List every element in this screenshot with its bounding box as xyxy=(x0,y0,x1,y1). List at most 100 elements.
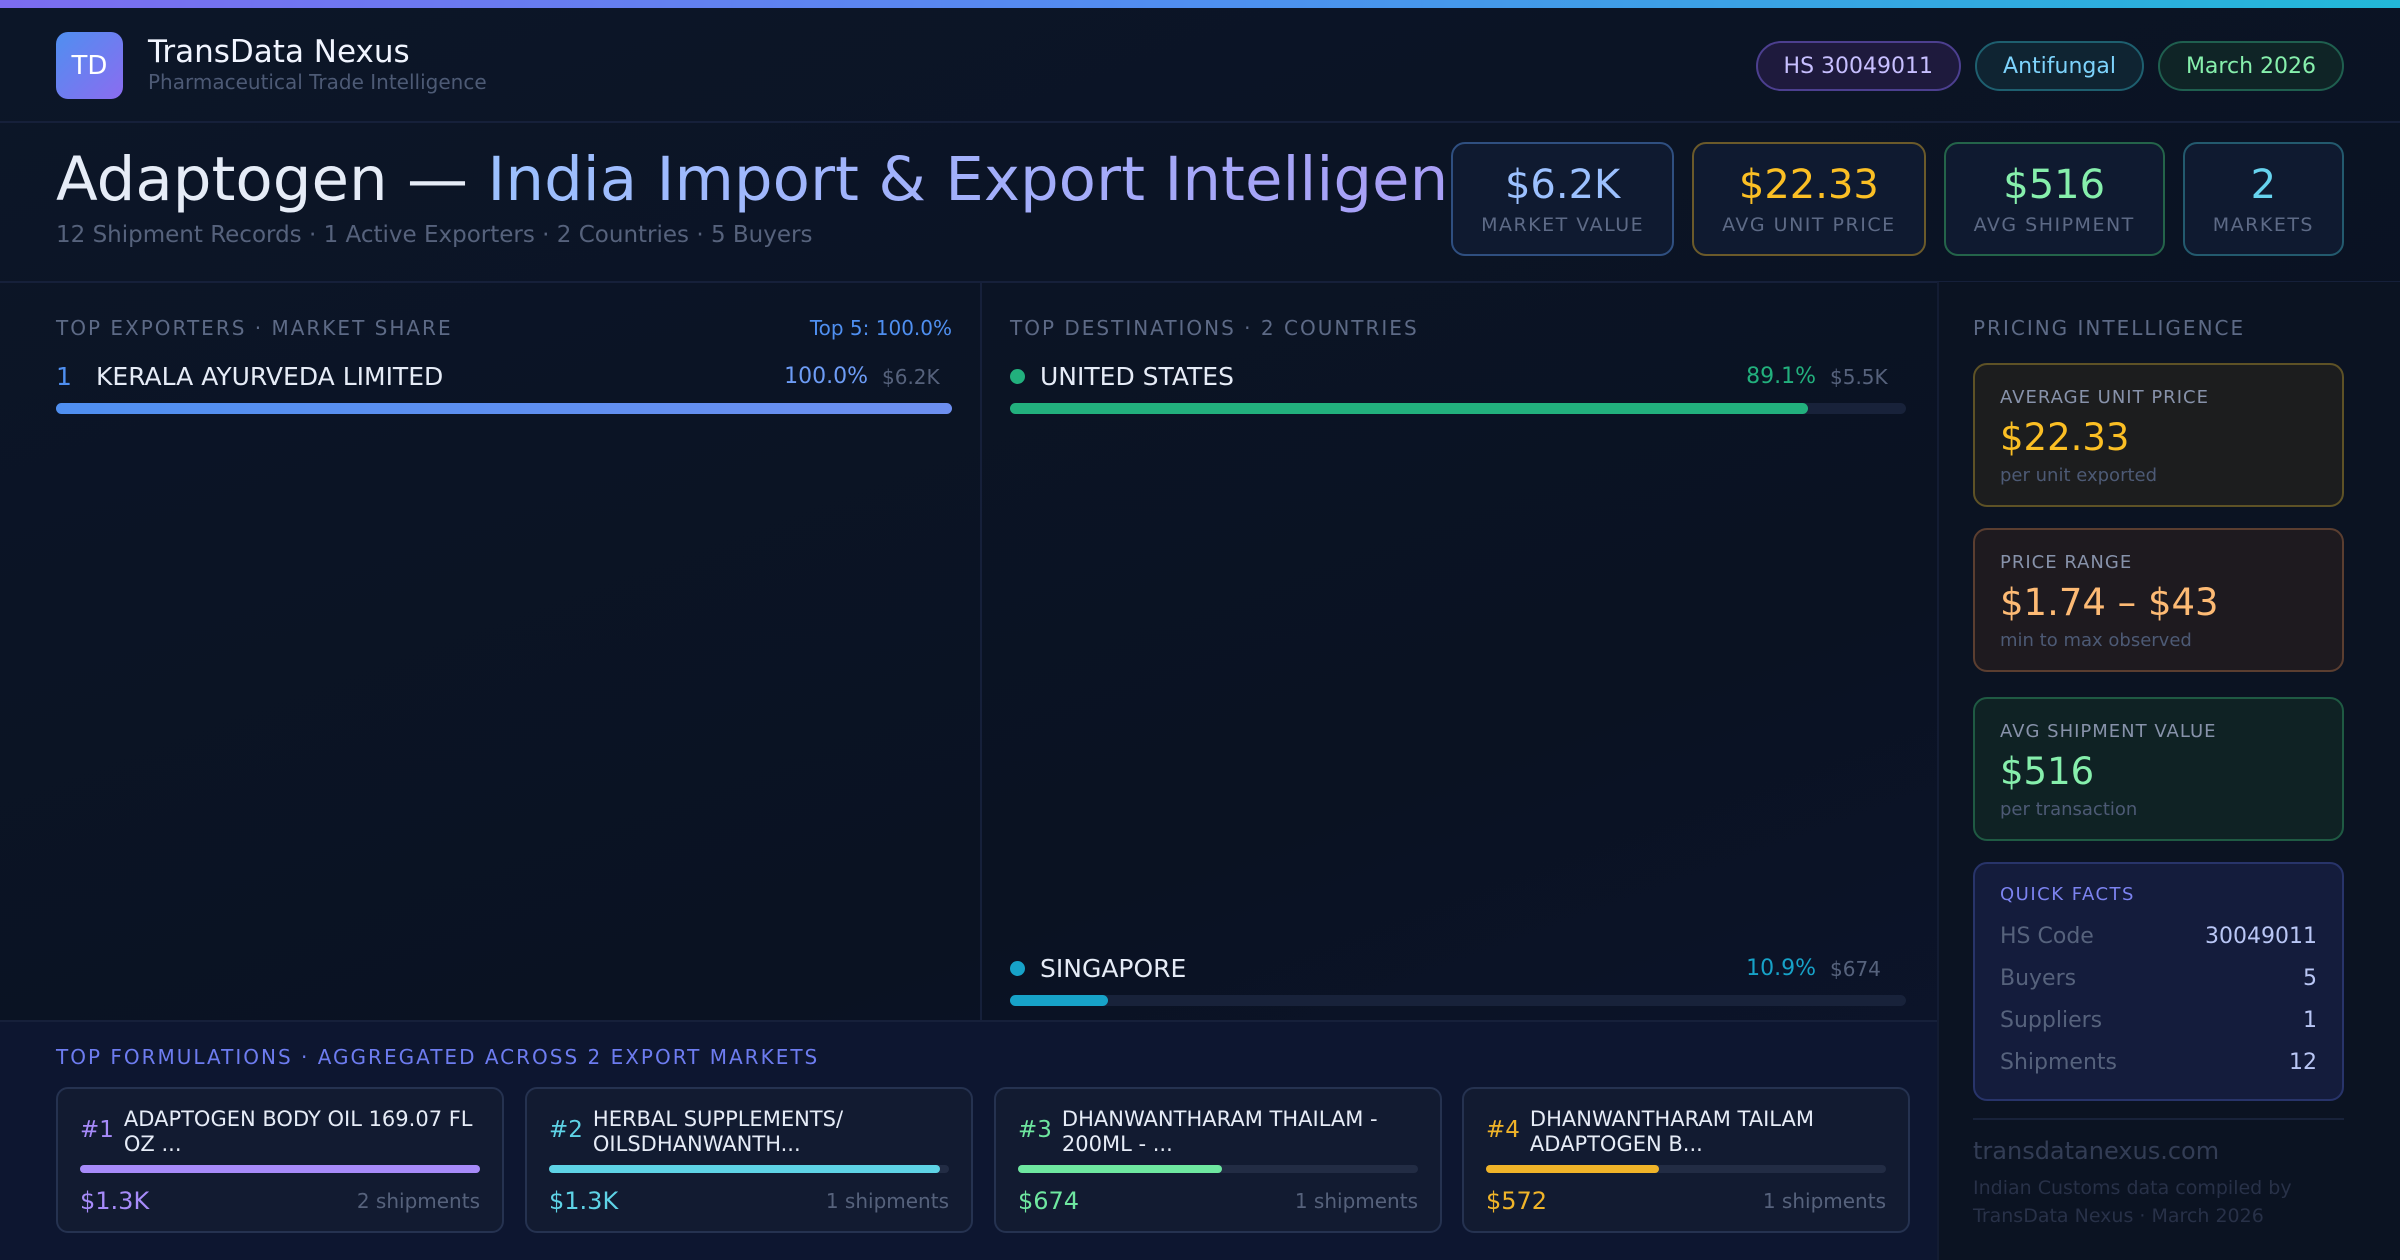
fact-row: Suppliers 1 xyxy=(2000,999,2317,1041)
fact-row: Buyers 5 xyxy=(2000,957,2317,999)
bar-track xyxy=(1010,403,1906,414)
share: 100.0% xyxy=(784,364,868,389)
destination-header: SINGAPORE 10.9% $674 xyxy=(1010,954,1906,983)
shipments: 1 shipments xyxy=(1294,1189,1418,1213)
divider xyxy=(1973,1118,2344,1120)
shipments: 2 shipments xyxy=(356,1189,480,1213)
kpis: $6.2K MARKET VALUE $22.33 AVG UNIT PRICE $51… xyxy=(1451,142,2344,256)
value-bar xyxy=(80,1165,480,1173)
hero-subtitle: 12 Shipment Records · 1 Active Exporters… xyxy=(56,222,813,248)
formulation-footer: $1.3K 2 shipments xyxy=(80,1187,480,1215)
share-bar xyxy=(1010,403,1809,414)
amount: $5.5K xyxy=(1830,364,1888,389)
formulation-footer: $674 1 shipments xyxy=(1018,1187,1418,1215)
formulation-card: #4 DHANWANTHARAM TAILAM ADAPTOGEN B... $57… xyxy=(1462,1087,1910,1233)
bar-track xyxy=(549,1165,949,1173)
hero-title-main: Adaptogen — xyxy=(56,144,469,215)
share-bar xyxy=(1010,995,1108,1006)
country: UNITED STATES xyxy=(1040,362,1234,391)
card-note: min to max observed xyxy=(2000,630,2192,651)
kpi-label: AVG UNIT PRICE xyxy=(1722,214,1896,236)
formulation-name: DHANWANTHARAM THAILAM - 200ML - ... xyxy=(1061,1107,1378,1156)
kpi-card: $6.2K MARKET VALUE xyxy=(1451,142,1675,256)
card-label: AVERAGE UNIT PRICE xyxy=(2000,387,2209,408)
formulation-header: #2 HERBAL SUPPLEMENTS/ OILSDHANWANTH... xyxy=(549,1107,949,1161)
section-heading: TOP EXPORTERS · MARKET SHARE xyxy=(56,316,453,340)
formulation-footer: $572 1 shipments xyxy=(1486,1187,1886,1215)
formulation-value: $1.3K xyxy=(80,1187,150,1215)
accent-bar xyxy=(0,0,2400,8)
rank: #1 xyxy=(80,1117,114,1143)
rank: #3 xyxy=(1018,1117,1052,1143)
kpi-card: 2 MARKETS xyxy=(2182,142,2344,256)
destination-row: SINGAPORE 10.9% $674 xyxy=(1010,954,1906,1006)
destination-header: UNITED STATES 89.1% $5.5K xyxy=(1010,362,1906,391)
formulation-name: DHANWANTHARAM TAILAM ADAPTOGEN B... xyxy=(1529,1107,1814,1156)
card-label: AVG SHIPMENT VALUE xyxy=(2000,721,2217,742)
section-heading: TOP FORMULATIONS · AGGREGATED ACROSS 2 E… xyxy=(56,1045,820,1069)
pill: March 2026 xyxy=(2157,41,2344,91)
formulation-header: #3 DHANWANTHARAM THAILAM - 200ML - ... xyxy=(1018,1107,1418,1161)
exporter-name: KERALA AYURVEDA LIMITED xyxy=(96,362,444,391)
rank: #4 xyxy=(1486,1117,1520,1143)
divider xyxy=(0,1020,1937,1022)
divider xyxy=(0,121,2400,123)
hero-title: Adaptogen — India Import & Export Intell… xyxy=(56,144,1519,215)
shipments: 1 shipments xyxy=(1762,1189,1886,1213)
formulation-card: #2 HERBAL SUPPLEMENTS/ OILSDHANWANTH... $1… xyxy=(525,1087,973,1233)
kpi-label: MARKETS xyxy=(2212,214,2314,236)
formulation-name: ADAPTOGEN BODY OIL 169.07 FL OZ ... xyxy=(123,1107,473,1156)
pill: HS 30049011 xyxy=(1755,41,1962,91)
destination-list: UNITED STATES 89.1% $5.5K SINGAPORE 10.9% $67… xyxy=(1010,362,1906,1006)
kpi-value: $22.33 xyxy=(1738,162,1879,208)
kpi-card: $516 AVG SHIPMENT xyxy=(1943,142,2165,256)
fact-label: Buyers xyxy=(2000,965,2077,991)
quick-facts-list: HS Code 30049011 Buyers 5 Suppliers 1 Shipment… xyxy=(2000,915,2317,1083)
brand-name: TransData Nexus xyxy=(148,34,410,70)
kpi-label: MARKET VALUE xyxy=(1481,214,1645,236)
price-card: PRICE RANGE $1.74 – $43 min to max observe… xyxy=(1973,528,2344,672)
value-bar xyxy=(549,1165,940,1173)
amount: $674 xyxy=(1830,956,1881,981)
rank: 1 xyxy=(56,362,72,391)
formulation-card: #1 ADAPTOGEN BODY OIL 169.07 FL OZ ... $1.… xyxy=(56,1087,504,1233)
bar-track xyxy=(1486,1165,1886,1173)
brand-tagline: Pharmaceutical Trade Intelligence xyxy=(148,70,487,94)
kpi-value: $6.2K xyxy=(1504,162,1621,208)
pills: HS 30049011 Antifungal March 2026 xyxy=(1755,41,2344,91)
dot xyxy=(1010,961,1025,976)
value-bar xyxy=(1486,1165,1660,1173)
price-card: AVG SHIPMENT VALUE $516 per transaction xyxy=(1973,697,2344,841)
card-value: $1.74 – $43 xyxy=(2000,581,2219,624)
divider xyxy=(980,282,982,1022)
card-value: $516 xyxy=(2000,750,2095,793)
section-heading: PRICING INTELLIGENCE xyxy=(1973,316,2246,340)
fact-value: 5 xyxy=(2303,965,2317,991)
destination-row: UNITED STATES 89.1% $5.5K xyxy=(1010,362,1906,414)
logo: TD xyxy=(56,32,123,99)
exporters-note: Top 5: 100.0% xyxy=(809,316,952,340)
share: 10.9% xyxy=(1746,956,1816,981)
formulation-footer: $1.3K 1 shipments xyxy=(549,1187,949,1215)
quick-facts: QUICK FACTS HS Code 30049011 Buyers 5 Suppli… xyxy=(1973,862,2344,1101)
price-card: AVERAGE UNIT PRICE $22.33 per unit exporte… xyxy=(1973,363,2344,507)
formulation-value: $572 xyxy=(1486,1187,1548,1215)
pill: Antifungal xyxy=(1975,41,2144,91)
footer-domain: transdatanexus.com xyxy=(1973,1137,2220,1165)
divider xyxy=(0,281,2400,283)
kpi-card: $22.33 AVG UNIT PRICE xyxy=(1692,142,1926,256)
hero-title-accent: India Import & Export Intelligence xyxy=(487,144,1520,215)
kpi-label: AVG SHIPMENT xyxy=(1973,214,2135,236)
share-bar xyxy=(56,403,952,414)
amount: $6.2K xyxy=(882,364,940,389)
kpi-value: 2 xyxy=(2250,162,2277,208)
value-bar xyxy=(1018,1165,1223,1173)
bar-track xyxy=(1018,1165,1418,1173)
formulation-card: #3 DHANWANTHARAM THAILAM - 200ML - ... $67… xyxy=(994,1087,1442,1233)
fact-value: 1 xyxy=(2303,1007,2317,1033)
bar-track xyxy=(56,403,952,414)
formulation-header: #4 DHANWANTHARAM TAILAM ADAPTOGEN B... xyxy=(1486,1107,1886,1161)
exporter-list: 1 KERALA AYURVEDA LIMITED 100.0% $6.2K xyxy=(56,362,952,414)
